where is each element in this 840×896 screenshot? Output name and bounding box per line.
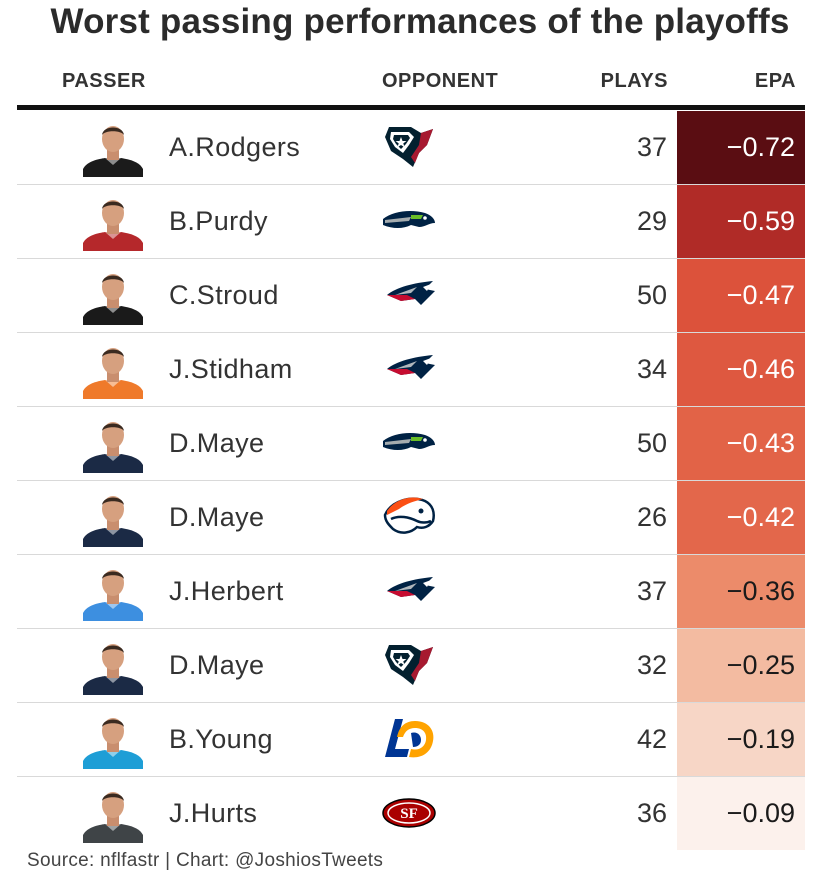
column-header-epa: EPA [754, 70, 796, 92]
player-headshot [81, 639, 145, 695]
patriots-logo [381, 345, 437, 393]
plays-value: 50 [636, 280, 667, 310]
patriots-logo [381, 567, 437, 615]
player-headshot [81, 417, 145, 473]
49ers-logo: SF [381, 789, 437, 837]
passer-name: B.Purdy [169, 206, 268, 236]
epa-cell: −0.36 [677, 555, 805, 628]
player-headshot [81, 195, 145, 251]
column-header-opponent: OPPONENT [382, 70, 499, 92]
rams-logo [381, 715, 437, 763]
table-row: D.Maye 26 −0.42 [17, 481, 805, 555]
epa-cell: −0.25 [677, 629, 805, 702]
plays-value: 32 [636, 650, 667, 680]
texans-logo [381, 123, 437, 171]
player-headshot [81, 713, 145, 769]
plays-value: 42 [636, 724, 667, 754]
plays-value: 36 [636, 798, 667, 828]
player-headshot [81, 269, 145, 325]
passer-name: J.Herbert [169, 576, 284, 606]
chart-title: Worst passing performances of the playof… [50, 2, 790, 41]
table-row: C.Stroud 50 −0.47 [17, 259, 805, 333]
passer-name: D.Maye [169, 650, 265, 680]
player-headshot [81, 787, 145, 843]
plays-value: 37 [636, 576, 667, 606]
epa-cell: −0.47 [677, 259, 805, 332]
table-row: B.Purdy 29 −0.59 [17, 185, 805, 259]
column-header-plays: PLAYS [600, 70, 668, 92]
patriots-logo [381, 271, 437, 319]
player-headshot [81, 565, 145, 621]
epa-cell: −0.59 [677, 185, 805, 258]
passer-name: B.Young [169, 724, 273, 754]
passer-name: J.Stidham [169, 354, 293, 384]
epa-cell: −0.72 [677, 111, 805, 184]
column-header-passer: PASSER [62, 70, 146, 92]
epa-cell: −0.42 [677, 481, 805, 554]
seahawks-logo [381, 419, 437, 467]
passer-name: D.Maye [169, 428, 265, 458]
source-note: Source: nflfastr | Chart: @JoshiosTweets [27, 850, 384, 871]
table-body: A.Rodgers 37 −0.72 B.Purdy 29 −0.59 C.Stroud 50… [17, 111, 805, 850]
plays-value: 29 [636, 206, 667, 236]
broncos-logo [381, 493, 437, 541]
plays-value: 50 [636, 428, 667, 458]
player-headshot [81, 121, 145, 177]
table-row: A.Rodgers 37 −0.72 [17, 111, 805, 185]
player-headshot [81, 343, 145, 399]
epa-cell: −0.09 [677, 777, 805, 850]
texans-logo [381, 641, 437, 689]
passer-name: J.Hurts [169, 798, 258, 828]
table-row: D.Maye 32 −0.25 [17, 629, 805, 703]
passer-name: A.Rodgers [169, 132, 301, 162]
plays-value: 34 [636, 354, 667, 384]
table-row: J.Stidham 34 −0.46 [17, 333, 805, 407]
header-rule [17, 105, 805, 110]
plays-value: 37 [636, 132, 667, 162]
table-row: B.Young 42 −0.19 [17, 703, 805, 777]
svg-text:SF: SF [400, 806, 418, 822]
table-row: J.Hurts SF 36 −0.09 [17, 777, 805, 850]
table-row: D.Maye 50 −0.43 [17, 407, 805, 481]
seahawks-logo [381, 197, 437, 245]
epa-cell: −0.19 [677, 703, 805, 776]
passer-name: D.Maye [169, 502, 265, 532]
epa-cell: −0.43 [677, 407, 805, 480]
player-headshot [81, 491, 145, 547]
passer-name: C.Stroud [169, 280, 279, 310]
epa-cell: −0.46 [677, 333, 805, 406]
table-row: J.Herbert 37 −0.36 [17, 555, 805, 629]
plays-value: 26 [636, 502, 667, 532]
